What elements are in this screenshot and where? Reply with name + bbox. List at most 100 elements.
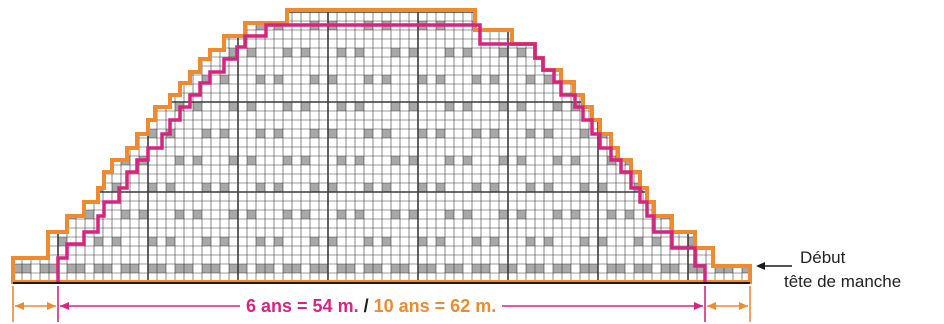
annotation-line-2: tête de manche	[784, 272, 902, 291]
shaded-cell	[58, 21, 67, 30]
shaded-cell	[40, 129, 49, 138]
shaded-cell	[445, 102, 454, 111]
shaded-cell	[157, 264, 166, 273]
shaded-cell	[733, 48, 742, 57]
shaded-cell	[94, 75, 103, 84]
shaded-cell	[652, 129, 661, 138]
shaded-cell	[526, 264, 535, 273]
shaded-cell	[229, 264, 238, 273]
shaded-cell	[418, 129, 427, 138]
shaded-cell	[625, 210, 634, 219]
shaded-cell	[535, 264, 544, 273]
shaded-cell	[301, 102, 310, 111]
shaded-cell	[13, 210, 22, 219]
shaded-cell	[202, 264, 211, 273]
shaded-cell	[58, 75, 67, 84]
shaded-cell	[553, 156, 562, 165]
shaded-cell	[328, 237, 337, 246]
shaded-cell	[715, 102, 724, 111]
shaded-cell	[202, 75, 211, 84]
shaded-cell	[148, 183, 157, 192]
shaded-cell	[94, 237, 103, 246]
shaded-cell	[103, 264, 112, 273]
shaded-cell	[463, 210, 472, 219]
shaded-cell	[589, 264, 598, 273]
shaded-cell	[202, 237, 211, 246]
shaded-cell	[112, 129, 121, 138]
shaded-cell	[274, 75, 283, 84]
shaded-cell	[634, 129, 643, 138]
shaded-cell	[148, 264, 157, 273]
shaded-cell	[166, 21, 175, 30]
shaded-cell	[571, 210, 580, 219]
shaded-cell	[490, 237, 499, 246]
shaded-cell	[373, 264, 382, 273]
shaded-cell	[328, 129, 337, 138]
shaded-cell	[526, 183, 535, 192]
stitch-count-caption: 6 ans = 54 m. / 10 ans = 62 m.	[240, 296, 503, 316]
shaded-cell	[382, 183, 391, 192]
shaded-cell	[283, 210, 292, 219]
shaded-cell	[256, 129, 265, 138]
shaded-cell	[139, 48, 148, 57]
shaded-cell	[391, 48, 400, 57]
shaded-cell	[220, 237, 229, 246]
shaded-cell	[598, 21, 607, 30]
shaded-cell	[40, 264, 49, 273]
shaded-cell	[553, 264, 562, 273]
shaded-cell	[409, 210, 418, 219]
shaded-cell	[40, 183, 49, 192]
shaded-cell	[643, 264, 652, 273]
shaded-cell	[580, 237, 589, 246]
shaded-cell	[364, 75, 373, 84]
shaded-cell	[13, 264, 22, 273]
shaded-cell	[445, 156, 454, 165]
shaded-cell	[193, 48, 202, 57]
shaded-cell	[175, 156, 184, 165]
shaded-cell	[166, 237, 175, 246]
shaded-cell	[463, 156, 472, 165]
shaded-cell	[391, 264, 400, 273]
shaded-cell	[328, 183, 337, 192]
shaded-cell	[625, 102, 634, 111]
arrowhead	[47, 302, 56, 310]
shaded-cell	[409, 102, 418, 111]
shaded-cell	[121, 102, 130, 111]
shaded-cell	[607, 102, 616, 111]
shaded-cell	[553, 102, 562, 111]
shaded-cell	[517, 210, 526, 219]
shaded-cell	[526, 21, 535, 30]
shaded-cell	[256, 183, 265, 192]
shaded-cell	[580, 129, 589, 138]
caption-separator: /	[363, 296, 369, 316]
shaded-cell	[364, 264, 373, 273]
shaded-cell	[580, 264, 589, 273]
shaded-cell	[364, 129, 373, 138]
shaded-cell	[544, 237, 553, 246]
shaded-cell	[472, 129, 481, 138]
outline-10-ans	[11, 8, 752, 284]
shaded-cell	[238, 264, 247, 273]
shaded-cell	[283, 48, 292, 57]
shaded-cell	[67, 156, 76, 165]
shaded-cell	[265, 264, 274, 273]
shaded-cell	[634, 264, 643, 273]
shaded-cell	[580, 21, 589, 30]
shaded-cell	[607, 264, 616, 273]
shaded-cell	[418, 264, 427, 273]
start-pointer-arrow	[756, 262, 792, 270]
shaded-cell	[742, 264, 750, 273]
shaded-cell	[679, 210, 688, 219]
shaded-cell	[436, 183, 445, 192]
shaded-cell	[220, 75, 229, 84]
shaded-cell	[742, 129, 750, 138]
shaded-cell	[94, 264, 103, 273]
shaded-cell	[247, 156, 256, 165]
shaded-cell	[283, 102, 292, 111]
arrowhead	[694, 302, 703, 310]
shaded-cell	[67, 102, 76, 111]
shaded-cell	[634, 21, 643, 30]
shaded-cell	[202, 21, 211, 30]
shaded-cell	[355, 48, 364, 57]
